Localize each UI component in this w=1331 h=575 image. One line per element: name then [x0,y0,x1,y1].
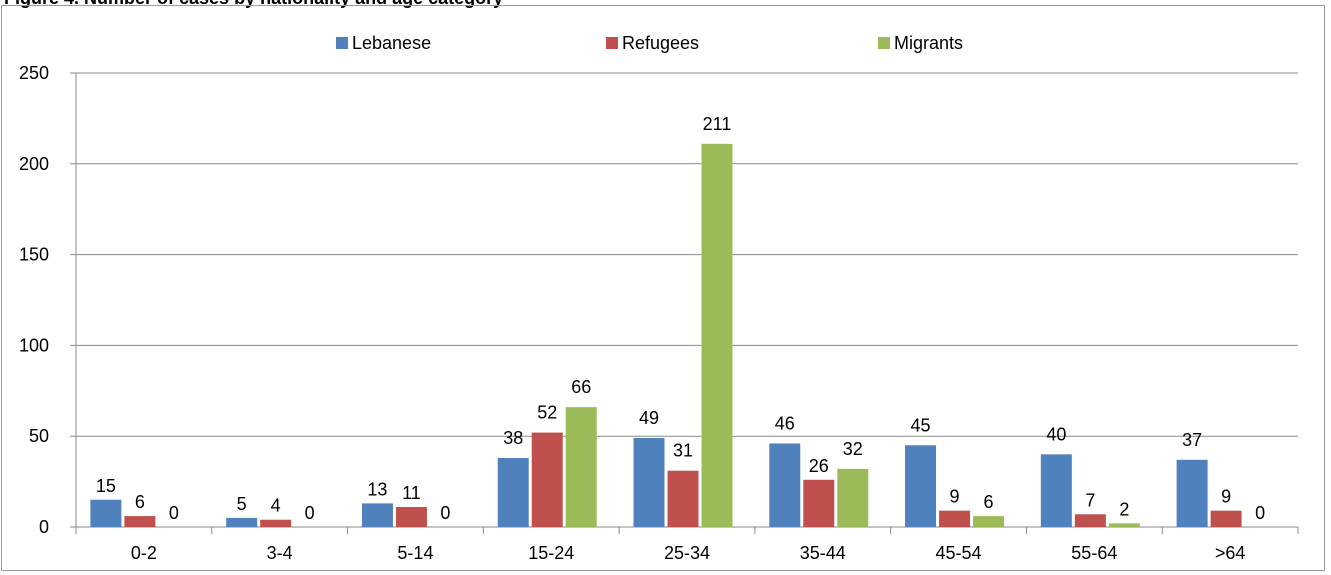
y-tick-label: 100 [19,335,49,355]
bar-lebanese [1040,454,1072,527]
x-tick-label: 25-34 [664,543,710,563]
data-label: 9 [1221,487,1231,507]
data-label: 4 [271,496,281,516]
data-label: 0 [305,503,315,523]
data-label: 2 [1119,499,1129,519]
bar-lebanese [769,443,801,527]
data-label: 37 [1182,430,1202,450]
data-label: 15 [96,476,116,496]
x-tick-label: 45-54 [936,543,982,563]
x-tick-label: 3-4 [267,543,293,563]
bar-refugees [395,507,427,527]
x-tick-label: 35-44 [800,543,846,563]
data-label: 5 [237,494,247,514]
data-label: 7 [1085,490,1095,510]
legend-swatch [606,37,618,49]
data-label: 46 [775,413,795,433]
legend-label: Refugees [622,33,699,53]
data-label: 38 [503,428,523,448]
y-tick-label: 200 [19,154,49,174]
bar-refugees [531,432,563,527]
data-label: 52 [537,403,557,423]
legend-label: Migrants [894,33,963,53]
figure-caption-clipped: Figure 4. Number of cases by nationality… [0,0,1331,20]
data-label: 40 [1046,424,1066,444]
legend-swatch [878,37,890,49]
x-tick-label: 15-24 [528,543,574,563]
legend-label: Lebanese [352,33,431,53]
data-label: 9 [950,487,960,507]
bar-lebanese [1176,459,1208,527]
bar-lebanese [90,499,122,527]
data-label: 66 [571,377,591,397]
y-tick-label: 0 [39,517,49,537]
bar-migrants [837,468,869,527]
bar-migrants [1108,523,1140,527]
legend-swatch [336,37,348,49]
data-label: 11 [402,483,421,503]
bar-refugees [667,470,699,527]
x-tick-label: >64 [1215,543,1246,563]
figure-caption: Figure 4. Number of cases by nationality… [4,0,503,9]
y-tick-label: 150 [19,245,49,265]
bar-refugees [260,519,292,527]
bar-refugees [124,516,156,527]
data-label: 0 [169,503,179,523]
data-label: 0 [1255,503,1265,523]
bar-migrants [701,143,733,527]
y-tick-label: 50 [29,426,49,446]
bar-refugees [939,510,971,527]
data-label: 26 [809,456,829,476]
bar-lebanese [633,438,665,527]
bar-refugees [1210,510,1242,527]
x-tick-label: 5-14 [397,543,433,563]
data-label: 49 [639,408,659,428]
data-label: 211 [703,114,732,134]
data-label: 45 [911,415,931,435]
x-tick-label: 0-2 [131,543,157,563]
bar-lebanese [497,457,529,527]
bar-migrants [973,516,1005,527]
x-tick-label: 55-64 [1071,543,1117,563]
bar-lebanese [361,503,393,527]
bar-lebanese [905,445,937,527]
data-label: 0 [440,503,450,523]
data-label: 6 [984,492,994,512]
data-label: 6 [135,492,145,512]
bar-refugees [1074,514,1106,527]
y-tick-label: 250 [19,63,49,83]
bar-refugees [803,479,835,527]
bar-lebanese [226,517,258,527]
chart-frame [1,5,1325,571]
data-label: 13 [367,479,387,499]
bar-migrants [565,407,597,527]
data-label: 32 [843,439,863,459]
data-label: 31 [673,441,693,461]
